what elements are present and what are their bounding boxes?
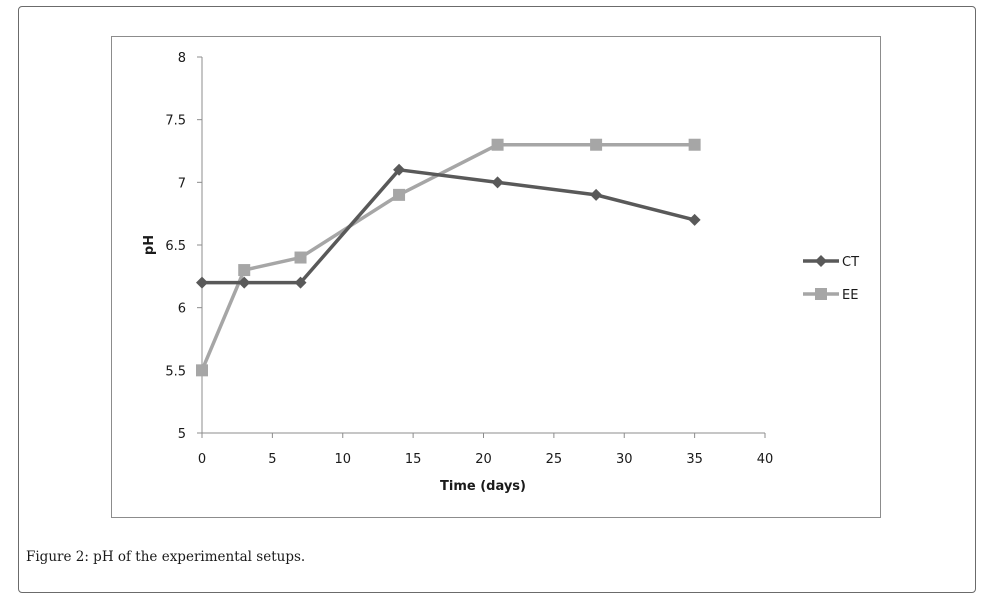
y-tick-label: 5.5 bbox=[165, 364, 186, 379]
figure-caption: Figure 2: pH of the experimental setups. bbox=[26, 549, 306, 565]
y-tick-label: 5 bbox=[178, 427, 186, 442]
x-tick-label: 10 bbox=[334, 452, 351, 467]
figure-frame bbox=[18, 6, 976, 593]
legend-label-ee: EE bbox=[842, 288, 858, 303]
legend-item-ee: EE bbox=[803, 288, 858, 303]
data-point-ee bbox=[393, 188, 406, 201]
y-tick-label: 8 bbox=[178, 51, 186, 66]
series-ee bbox=[196, 138, 701, 377]
series-line-ct bbox=[202, 168, 696, 285]
chart-area bbox=[111, 36, 881, 518]
x-axis-title: Time (days) bbox=[440, 479, 526, 494]
x-tick-label: 25 bbox=[546, 452, 563, 467]
x-tick-label: 15 bbox=[405, 452, 422, 467]
data-point-ct bbox=[294, 276, 307, 289]
legend-marker-ct bbox=[815, 255, 827, 267]
y-tick-label: 6 bbox=[178, 302, 186, 317]
legend-label-ct: CT bbox=[842, 255, 859, 270]
data-point-ee bbox=[688, 138, 701, 151]
x-tick-label: 5 bbox=[268, 452, 276, 467]
x-tick-label: 35 bbox=[686, 452, 703, 467]
data-point-ee bbox=[196, 364, 208, 377]
series-layer bbox=[196, 138, 701, 377]
legend-item-ct: CT bbox=[803, 255, 859, 270]
y-tick-label: 6.5 bbox=[165, 239, 186, 254]
y-axis-title: pH bbox=[142, 235, 157, 255]
x-tick-label: 20 bbox=[475, 452, 492, 467]
data-point-ct bbox=[393, 163, 406, 176]
axes: 55.566.577.580 5 10 15 20 25 30 35 40 bbox=[165, 51, 773, 467]
legend-marker-ee bbox=[815, 288, 827, 300]
data-point-ct bbox=[238, 276, 251, 289]
data-point-ee bbox=[238, 264, 251, 277]
series-ct bbox=[196, 163, 701, 289]
data-point-ee bbox=[294, 251, 307, 264]
x-tick-label: 0 bbox=[198, 452, 206, 467]
y-tick-label: 7.5 bbox=[165, 114, 186, 129]
series-line-ee bbox=[200, 142, 695, 372]
data-point-ee bbox=[590, 138, 603, 151]
x-tick-label: 30 bbox=[616, 452, 633, 467]
data-point-ee bbox=[491, 138, 504, 151]
data-point-ct bbox=[196, 276, 208, 289]
data-point-ct bbox=[590, 188, 603, 201]
y-tick-label: 7 bbox=[178, 176, 186, 191]
data-point-ct bbox=[491, 176, 504, 189]
legend: CT EE bbox=[803, 255, 859, 303]
data-point-ct bbox=[688, 213, 701, 226]
x-tick-label: 40 bbox=[757, 452, 774, 467]
